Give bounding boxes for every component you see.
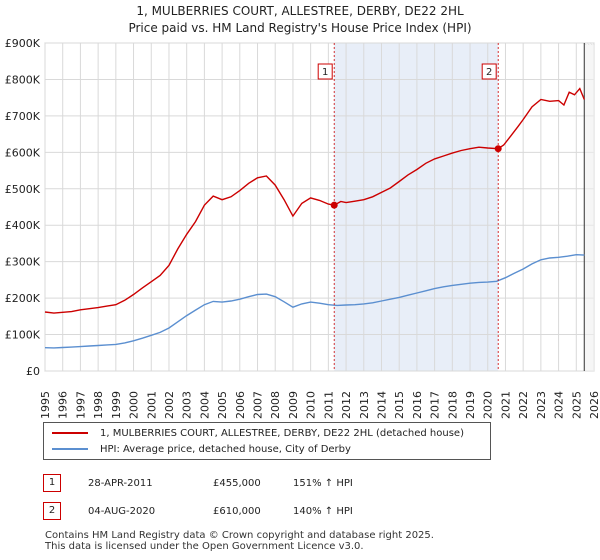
x-tick-label: 2010 [305,391,318,419]
y-tick-label: £800K [5,73,41,86]
sale-hpi-2: 140% ↑ HPI [293,506,353,517]
sale-badge-1: 1 [43,474,61,492]
legend-label-hpi: HPI: Average price, detached house, City… [100,444,351,455]
x-tick-label: 1995 [39,391,52,419]
x-tick-label: 2000 [128,391,141,419]
y-tick-label: £100K [5,329,41,342]
legend-swatch-hpi [52,448,88,450]
y-tick-label: £700K [5,110,41,123]
sale-price-2: £610,000 [213,506,261,517]
sale-badge-2: 2 [43,502,61,520]
y-tick-label: £500K [5,183,41,196]
footer-line-1: Contains HM Land Registry data © Crown c… [45,530,434,541]
x-tick-label: 2002 [163,391,176,419]
y-tick-label: £200K [5,292,41,305]
x-tick-label: 2026 [588,391,600,419]
sale-point-2 [494,145,502,153]
x-tick-label: 2006 [234,391,247,419]
legend-label-property: 1, MULBERRIES COURT, ALLESTREE, DERBY, D… [100,428,464,439]
x-tick-label: 1998 [92,391,105,419]
x-tick-label: 2004 [198,391,211,419]
x-tick-label: 2003 [181,391,194,419]
y-tick-label: £0 [26,365,40,378]
shade-layer [334,43,499,371]
x-tick-label: 2015 [393,391,406,419]
x-tick-label: 2024 [553,391,566,419]
x-tick-label: 1997 [74,391,87,419]
x-tick-label: 2005 [216,391,229,419]
chart-title: 1, MULBERRIES COURT, ALLESTREE, DERBY, D… [136,4,464,18]
sale-date-1: 28-APR-2011 [88,478,153,489]
x-tick-label: 2008 [269,391,282,419]
x-tick-label: 1996 [57,391,70,419]
x-tick-label: 2025 [570,391,583,419]
chart-subtitle: Price paid vs. HM Land Registry's House … [128,21,472,35]
x-tick-label: 1999 [110,391,123,419]
x-tick-label: 2023 [535,391,548,419]
legend-item-hpi: HPI: Average price, detached house, City… [52,442,351,458]
plot-background [44,42,595,372]
legend: 1, MULBERRIES COURT, ALLESTREE, DERBY, D… [43,422,491,460]
y-tick-label: £600K [5,146,41,159]
chart-title-block: 1, MULBERRIES COURT, ALLESTREE, DERBY, D… [0,3,600,37]
sale-date-2: 04-AUG-2020 [88,506,156,517]
future-region [584,43,594,371]
x-tick-label: 2007 [252,391,265,419]
footer-line-2: This data is licensed under the Open Gov… [45,541,364,552]
x-tick-label: 2013 [358,391,371,419]
sale-box-label-1: 1 [322,67,328,78]
x-tick-label: 2011 [322,391,335,419]
x-tick-label: 2014 [375,391,388,419]
x-tick-label: 2012 [340,391,353,419]
sale-box-1 [317,63,333,80]
x-tick-label: 2017 [429,391,442,419]
sale-box-label-2: 2 [486,67,492,78]
hatch-layer [583,42,595,371]
y-tick-label: £400K [5,219,41,232]
x-tick-label: 2020 [482,391,495,419]
series-line-hpi [44,253,585,349]
sale-box-2 [481,63,497,80]
axis-layer: £0 £100K £200K £300K £400K £500K £600K £700K £80… [5,37,600,419]
legend-swatch-property [52,432,88,434]
x-tick-label: 2016 [411,391,424,419]
footer: Contains HM Land Registry data © Crown c… [45,530,434,552]
shaded-range-1 [334,43,499,371]
x-tick-label: 2019 [464,391,477,419]
y-tick-label: £300K [5,256,41,269]
sale-hpi-1: 151% ↑ HPI [293,478,353,489]
sale-point-1 [330,201,338,209]
x-tick-label: 2022 [517,391,530,419]
sale-price-1: £455,000 [213,478,261,489]
grid-layer [44,42,595,372]
legend-item-property: 1, MULBERRIES COURT, ALLESTREE, DERBY, D… [52,426,464,442]
x-tick-label: 2009 [287,391,300,419]
x-tick-label: 2018 [446,391,459,419]
x-tick-label: 2021 [499,391,512,419]
x-tick-label: 2001 [145,391,158,419]
y-tick-label: £900K [5,37,41,50]
